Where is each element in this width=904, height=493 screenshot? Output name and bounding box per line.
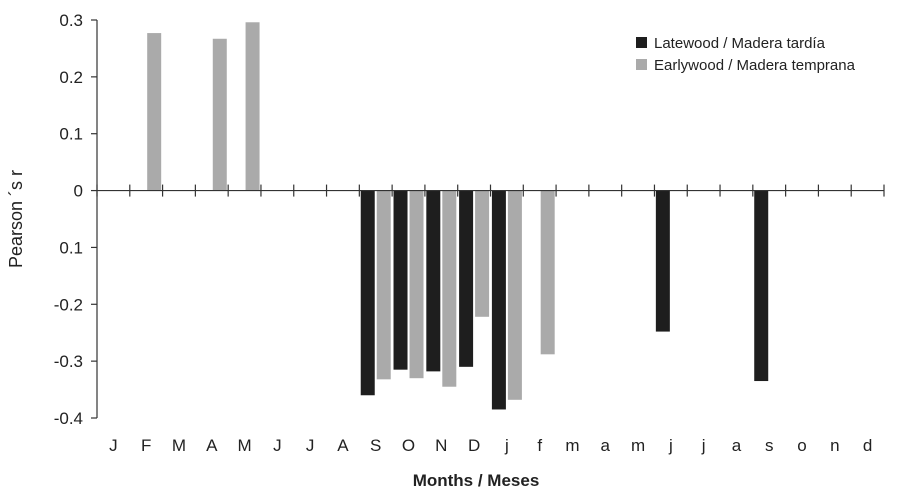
- x-tick-label: j: [504, 436, 509, 455]
- bar-earlywood-1: [147, 33, 162, 191]
- y-tick-label: -0.3: [54, 352, 83, 371]
- x-tick-label: J: [306, 436, 315, 455]
- x-tick-label: F: [141, 436, 151, 455]
- x-tick-label: d: [863, 436, 872, 455]
- y-tick-label: -0.4: [54, 409, 83, 428]
- bar-earlywood-11: [475, 190, 490, 317]
- x-tick-label: A: [206, 436, 218, 455]
- x-tick-label: m: [631, 436, 645, 455]
- legend: Latewood / Madera tardía Earlywood / Made…: [636, 35, 856, 74]
- bar-earlywood-9: [409, 190, 424, 379]
- x-tick-label: O: [402, 436, 415, 455]
- x-tick-label: m: [565, 436, 579, 455]
- bar-latewood-11: [459, 190, 474, 367]
- y-tick-label: 0.1: [59, 238, 83, 257]
- bar-earlywood-4: [245, 22, 260, 191]
- y-ticks: 0.3 0.2 0.1 0 0.1 -0.2 -0.3 -0.4: [54, 11, 97, 428]
- y-tick-label: 0.2: [59, 68, 83, 87]
- y-tick-label: 0: [74, 182, 83, 201]
- x-tick-label: M: [237, 436, 251, 455]
- bar-latewood-9: [393, 190, 408, 370]
- bar-latewood-20: [754, 190, 769, 382]
- legend-swatch: [636, 37, 647, 48]
- y-tick-label: 0.3: [59, 11, 83, 30]
- y-axis-title: Pearson ´s r: [6, 170, 26, 268]
- bar-latewood-17: [655, 190, 670, 332]
- bar-latewood-8: [360, 190, 375, 396]
- x-tick-label: a: [732, 436, 742, 455]
- x-tick-label: n: [830, 436, 839, 455]
- bar-earlywood-12: [507, 190, 522, 400]
- x-tick-label: S: [370, 436, 381, 455]
- bar-earlywood-10: [442, 190, 457, 387]
- x-tick-label: o: [797, 436, 806, 455]
- x-tick-label: j: [701, 436, 706, 455]
- bar-latewood-12: [491, 190, 506, 410]
- x-tick-label: A: [337, 436, 349, 455]
- legend-label: Earlywood / Madera temprana: [654, 57, 856, 74]
- y-tick-label: 0.1: [59, 125, 83, 144]
- x-tick-label: j: [668, 436, 673, 455]
- x-tick-label: N: [435, 436, 447, 455]
- x-tick-label: D: [468, 436, 480, 455]
- y-tick-label: -0.2: [54, 295, 83, 314]
- x-axis-title: Months / Meses: [413, 471, 540, 490]
- x-tick-label: f: [537, 436, 542, 455]
- x-tick-label: J: [273, 436, 282, 455]
- bar-earlywood-13: [540, 190, 555, 355]
- x-tick-label: a: [601, 436, 611, 455]
- bars: [147, 22, 769, 410]
- legend-label: Latewood / Madera tardía: [654, 35, 826, 52]
- bar-earlywood-3: [212, 38, 227, 191]
- x-tick-label: M: [172, 436, 186, 455]
- x-tick-label: s: [765, 436, 774, 455]
- legend-swatch: [636, 59, 647, 70]
- bar-earlywood-8: [376, 190, 391, 380]
- x-tick-label: J: [109, 436, 118, 455]
- bar-latewood-10: [426, 190, 441, 372]
